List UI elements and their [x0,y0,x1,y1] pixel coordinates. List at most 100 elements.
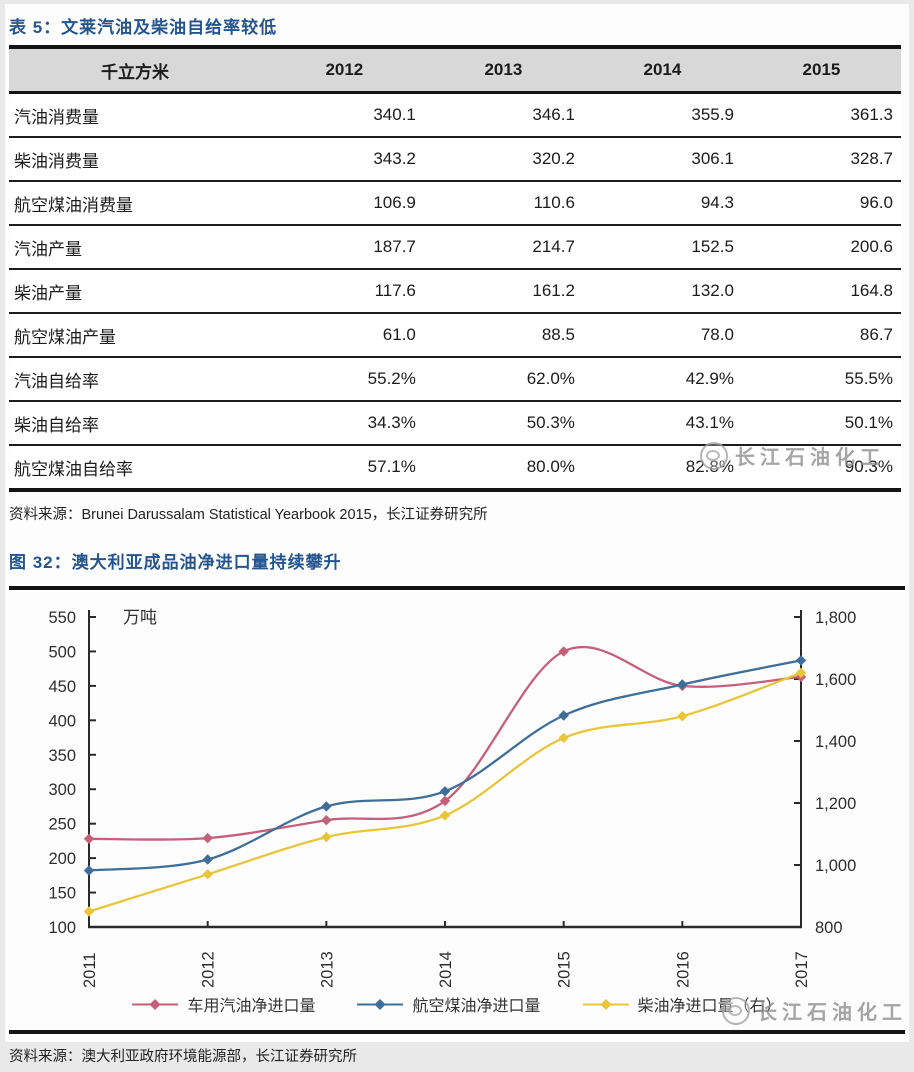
table-cell: 346.1 [423,92,583,138]
data-point-marker [558,646,569,657]
data-point-marker [321,815,332,826]
legend-item: 航空煤油净进口量 [357,992,541,1016]
data-point-marker [439,810,451,821]
row-label: 汽油自给率 [9,357,265,402]
table-cell: 214.7 [423,225,583,270]
legend-item: 车用汽油净进口量 [132,992,315,1016]
table-cell: 43.1% [582,401,742,446]
left-axis-label: 250 [48,816,76,834]
table-cell: 90.3% [741,445,901,490]
table-cell: 86.7 [741,313,901,358]
row-label: 航空煤油自给率 [9,445,265,490]
table-row: 航空煤油产量 61.0 88.5 78.0 86.7 [9,313,901,358]
table-header-year: 2015 [741,47,901,94]
left-axis-label: 100 [48,919,76,937]
x-axis-label: 2014 [437,951,455,988]
data-point-marker [439,795,451,807]
row-label: 柴油消费量 [9,137,265,182]
table-cell: 55.5% [741,357,901,402]
table-cell: 57.1% [264,445,424,490]
table-header-year: 2012 [264,47,424,94]
data-point-marker [202,832,213,844]
table-cell: 187.7 [264,225,424,270]
data-point-marker [83,906,95,917]
chart-source: 资料来源：澳大利亚政府环境能源部，长江证券研究所 [9,1049,357,1065]
left-axis-label: 200 [48,850,76,868]
left-axis-label: 150 [48,885,76,903]
table-cell: 161.2 [423,269,583,314]
left-axis-label: 350 [48,747,76,765]
data-point-marker [83,865,95,876]
table-cell: 132.0 [582,269,742,314]
table-cell: 34.3% [264,401,424,446]
right-axis-label: 1,200 [815,795,856,813]
left-axis-label: 300 [48,781,76,799]
data-point-marker [558,710,569,721]
chart-legend: 车用汽油净进口量 航空煤油净进口量 柴油净进口量（右） [9,990,905,1030]
table-row: 柴油消费量 343.2 320.2 306.1 328.7 [9,137,901,182]
table-header-year: 2013 [423,47,583,94]
table-cell: 117.6 [264,269,424,314]
table-cell: 340.1 [264,92,424,138]
table-header-unit: 千立方米 [9,47,265,94]
right-axis-label: 1,000 [815,857,856,875]
table-cell: 106.9 [264,181,424,226]
table-header-year: 2014 [582,47,742,94]
data-point-marker [677,679,688,690]
right-axis-label: 800 [815,919,843,937]
data-point-marker [202,854,213,865]
table-title: 表 5：文莱汽油及柴油自给率较低 [9,18,278,37]
row-label: 汽油产量 [9,225,265,270]
data-point-marker [677,711,688,722]
right-axis-label: 1,800 [815,609,856,627]
x-axis-label: 2017 [793,951,811,988]
row-label: 柴油自给率 [9,401,265,446]
table-cell: 361.3 [741,92,901,138]
table-cell: 55.2% [264,357,424,402]
data-point-marker [795,655,807,666]
legend-marker-icon [582,998,629,1010]
table-cell: 50.3% [423,401,583,446]
table-cell: 355.9 [582,92,742,138]
row-label: 汽油消费量 [9,92,265,138]
table-cell: 78.0 [582,313,742,358]
table-row: 航空煤油消费量 106.9 110.6 94.3 96.0 [9,181,901,226]
table-row: 汽油产量 187.7 214.7 152.5 200.6 [9,225,901,270]
data-point-marker [439,786,451,797]
right-axis-label: 1,400 [815,733,856,751]
right-axis-label: 1,600 [815,671,856,689]
chart-block: 100 150 200 250 300 350 400 450 500 550 800 1,000 1,… [9,586,905,1034]
table-cell: 82.8% [582,445,742,490]
x-axis-label: 2015 [556,951,574,988]
x-axis-label: 2016 [674,951,692,988]
table-header-row: 千立方米 2012 2013 2014 2015 [9,47,901,94]
y-axis-unit-label: 万吨 [123,608,157,627]
table-source: 资料来源：Brunei Darussalam Statistical Yearb… [9,507,488,523]
table-cell: 328.7 [741,137,901,182]
legend-label: 柴油净进口量（右） [637,998,782,1015]
table-cell: 94.3 [582,181,742,226]
row-label: 航空煤油产量 [9,313,265,358]
table-cell: 152.5 [582,225,742,270]
table-cell: 62.0% [423,357,583,402]
row-label: 航空煤油消费量 [9,181,265,226]
table-cell: 80.0% [423,445,583,490]
x-axis-label: 2012 [200,951,218,988]
left-axis-label: 550 [48,609,76,627]
table-row: 柴油产量 117.6 161.2 132.0 164.8 [9,269,901,314]
table-row: 汽油自给率 55.2% 62.0% 42.9% 55.5% [9,357,901,402]
legend-marker-icon [357,998,404,1010]
left-axis-label: 500 [48,643,76,661]
legend-label: 车用汽油净进口量 [187,998,316,1015]
table-cell: 42.9% [582,357,742,402]
table-cell: 50.1% [741,401,901,446]
row-label: 柴油产量 [9,269,265,314]
table-cell: 110.6 [423,181,583,226]
table-cell: 200.6 [741,225,901,270]
data-point-marker [558,732,569,744]
table-cell: 164.8 [741,269,901,314]
table-cell: 88.5 [423,313,583,358]
table-cell: 61.0 [264,313,424,358]
legend-marker-icon [132,998,179,1010]
legend-item: 柴油净进口量（右） [582,992,782,1016]
